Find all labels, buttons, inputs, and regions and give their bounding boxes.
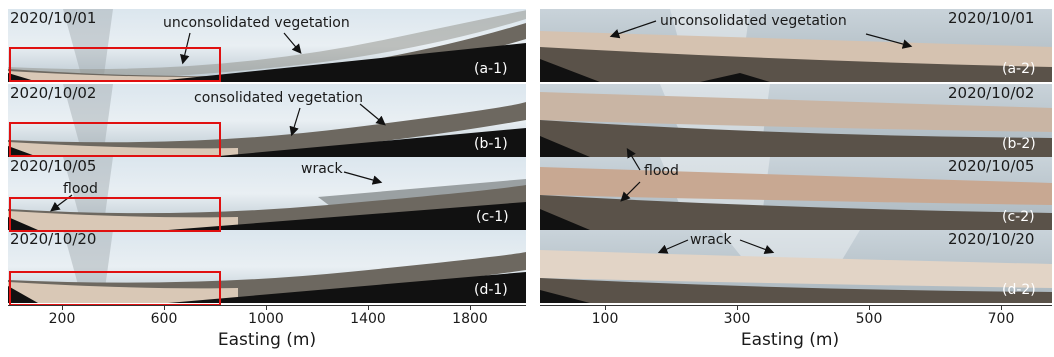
right-tick-mark-2 [737,305,738,310]
panel-a-2-annotation: unconsolidated vegetation [660,13,847,29]
panel-a-1-date: 2020/10/01 [10,9,97,27]
arrow-c2-flood-1 [626,147,641,171]
left-axis-title: Easting (m) [217,330,317,350]
left-overlay [9,32,386,306]
panel-d-1: 2020/10/20 (d-1) [8,230,526,303]
panel-d-2: 2020/10/20 wrack (d-2) [540,230,1052,303]
arrow-c1-wrack [343,171,383,185]
highlight-box-a1 [9,47,221,82]
arrow-c2-flood-2 [620,181,641,202]
panel-d-2-annotation-wrack: wrack [690,232,732,248]
right-tick-mark-3 [869,305,870,310]
panel-a-2-date: 2020/10/01 [948,9,1035,27]
panel-c-2-date: 2020/10/05 [948,157,1035,175]
panel-d-1-image [8,230,526,303]
panel-c-2-image [540,157,1052,230]
left-tick-mark-4 [368,305,369,310]
panel-b-2-image [540,84,1052,157]
panel-b-2-date: 2020/10/02 [948,84,1035,102]
panel-b-1: 2020/10/02 consolidated vegetation (b-1) [8,84,526,157]
panel-c-1-annotation-flood: flood [63,181,98,197]
right-tick-mark-1 [605,305,606,310]
right-overlay [609,20,913,254]
arrow-a2-1 [609,20,657,39]
panel-d-1-date: 2020/10/20 [10,230,97,248]
right-axis-title: Easting (m) [740,330,840,350]
panel-c-1-date: 2020/10/05 [10,157,97,175]
panel-b-1-date: 2020/10/02 [10,84,97,102]
left-tick-mark-2 [164,305,165,310]
arrow-a2-2 [865,33,913,49]
left-tick-mark-3 [266,305,267,310]
panel-b-2: 2020/10/02 (b-2) [540,84,1052,157]
right-tick-label-300: 300 [723,311,751,327]
right-tick-label-100: 100 [591,311,619,327]
panel-d-2-label: (d-2) [1002,282,1036,298]
panel-d-2-image [540,230,1052,303]
panel-b-1-image [8,84,526,157]
panel-a-2-image [540,9,1052,82]
panel-c-1-label: (c-1) [476,209,509,225]
panel-a-2-label: (a-2) [1002,61,1036,77]
panel-d-1-label: (d-1) [474,282,508,298]
panel-b-1-label: (b-1) [474,136,508,152]
panel-a-2: 2020/10/01 unconsolidated vegetation (a-… [540,9,1052,82]
left-tick-label-1400: 1400 [350,311,386,327]
panel-c-2-label: (c-2) [1002,209,1035,225]
panel-c-1-annotation-wrack: wrack [301,161,343,177]
panel-b-2-label: (b-2) [1002,136,1036,152]
panel-c-2: 2020/10/05 flood (c-2) [540,157,1052,230]
left-tick-mark-1 [62,305,63,310]
arrow-b1-2 [359,103,386,126]
panel-c-1-image [8,157,526,230]
left-tick-label-1800: 1800 [452,311,488,327]
right-tick-mark-4 [1001,305,1002,310]
arrow-a1-2 [283,32,302,54]
panel-d-2-date: 2020/10/20 [948,230,1035,248]
left-tick-label-200: 200 [48,311,76,327]
left-tick-label-600: 600 [150,311,178,327]
arrow-d2-wrack-1 [657,239,689,254]
left-axis-line [8,305,526,306]
panel-b-1-annotation: consolidated vegetation [194,90,363,106]
left-tick-mark-5 [470,305,471,310]
panel-c-1: 2020/10/05 flood wrack (c-1) [8,157,526,230]
right-axis-line [540,305,1052,306]
arrow-b1-1 [289,107,301,137]
panel-a-1: 2020/10/01 unconsolidated vegetation (a-… [8,9,526,82]
panel-a-1-annotation: unconsolidated vegetation [163,15,350,31]
highlight-box-b1 [9,122,221,157]
arrow-d2-wrack-2 [739,239,775,254]
left-tick-label-1000: 1000 [248,311,284,327]
panel-c-2-annotation-flood: flood [644,163,679,179]
highlight-box-c1 [9,197,221,232]
right-tick-label-500: 500 [855,311,883,327]
panel-a-1-image [8,9,526,82]
right-tick-label-700: 700 [987,311,1015,327]
panel-a-1-label: (a-1) [474,61,508,77]
